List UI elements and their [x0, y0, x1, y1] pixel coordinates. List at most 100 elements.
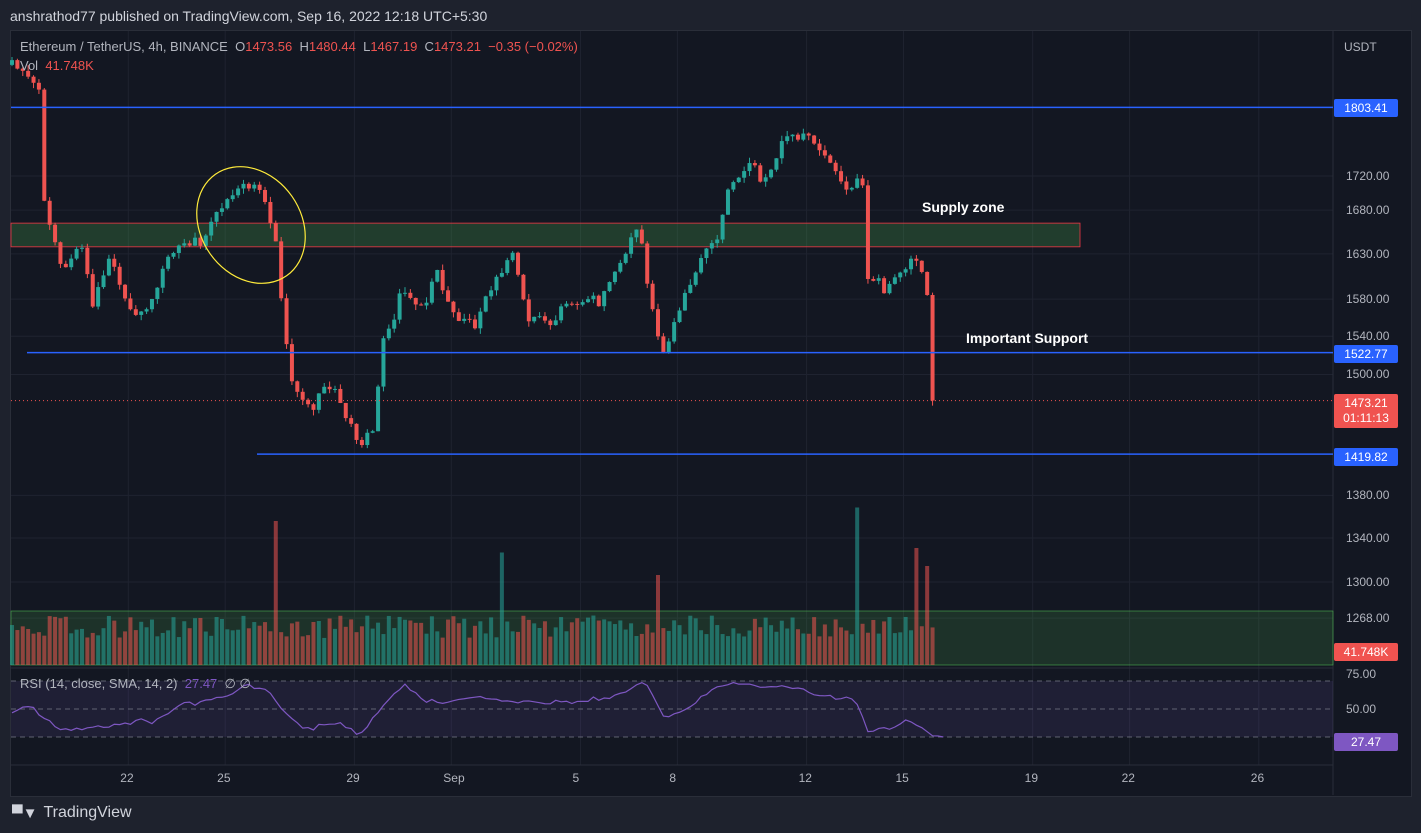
candle-body [429, 281, 434, 303]
rsi-value: 27.47 [184, 676, 218, 691]
candle-body [645, 243, 650, 284]
volume-bar [31, 633, 36, 665]
candle-body [887, 283, 892, 294]
volume-bar [112, 620, 117, 665]
price-tick: 1380.00 [1346, 488, 1390, 503]
volume-bar [230, 630, 235, 665]
volume-bar [742, 636, 747, 665]
volume-label[interactable]: Vol [20, 58, 39, 73]
candle-body [376, 386, 381, 432]
volume-bar [85, 637, 90, 665]
volume-bar [779, 620, 784, 665]
volume-bar [645, 624, 650, 665]
candle-body [15, 60, 20, 69]
candle-body [801, 133, 806, 140]
volume-bar [15, 630, 20, 665]
candle-body [542, 316, 547, 321]
candle-body [876, 278, 881, 281]
volume-bar [133, 630, 138, 665]
symbol-title[interactable]: Ethereum / TetherUS, 4h, BINANCE [20, 39, 228, 54]
open-label: O [235, 39, 246, 54]
candle-body [769, 169, 774, 178]
candle-body [758, 165, 763, 182]
volume-bar [758, 627, 763, 665]
candle-body [925, 271, 930, 295]
candle-body [311, 404, 316, 410]
candle-body [677, 310, 682, 323]
candle-body [333, 388, 337, 390]
candle-body [882, 278, 887, 294]
volume-bar [521, 615, 526, 665]
volume-bar [564, 631, 569, 665]
volume-bar [871, 619, 876, 665]
volume-bar [273, 521, 278, 665]
candle-body [682, 292, 687, 311]
candle-body [602, 291, 607, 307]
rsi-label[interactable]: RSI (14, close, SMA, 14, 2) [20, 676, 178, 691]
supply-zone [10, 222, 1081, 248]
open-value: 1473.56 [245, 39, 293, 54]
volume-bar [268, 631, 273, 665]
candle-body [591, 295, 596, 300]
volume-bar [198, 617, 203, 665]
volume-bar [892, 633, 897, 665]
volume-bar [176, 637, 181, 665]
volume-bar [478, 621, 483, 665]
chart-frame[interactable] [10, 30, 1412, 797]
candle-body [489, 290, 494, 297]
candle-body [198, 237, 203, 246]
volume-bar [397, 616, 402, 665]
candle-body [322, 386, 327, 394]
candle-body [300, 391, 305, 400]
volume-bar [887, 617, 892, 665]
tradingview-logo[interactable]: ▀▼ TradingView [12, 804, 132, 822]
candle-body [392, 319, 397, 329]
candle-body [26, 70, 31, 77]
volume-bar [586, 617, 591, 665]
candle-body [402, 292, 407, 294]
candle-body [36, 82, 41, 90]
volume-bar [688, 615, 693, 665]
candle-body [257, 184, 262, 190]
volume-bar [682, 634, 687, 665]
candle-body [709, 243, 714, 249]
candle-body [537, 316, 542, 318]
candle-body [435, 269, 440, 282]
candle-body [193, 237, 198, 246]
candle-body [370, 431, 375, 433]
candle-body [623, 253, 628, 263]
volume-bar [187, 628, 192, 665]
volume-bar [26, 628, 31, 665]
volume-bar [833, 619, 838, 665]
volume-legend: Vol 41.748K [20, 58, 94, 73]
volume-bar [774, 631, 779, 665]
candle-body [133, 309, 138, 315]
low-value: 1467.19 [370, 39, 418, 54]
volume-bar [666, 630, 671, 665]
volume-bar [402, 619, 407, 665]
volume-bar [354, 632, 359, 665]
candle-body [526, 299, 531, 322]
volume-bar [338, 615, 343, 665]
volume-bar [483, 633, 488, 665]
volume-bar [376, 622, 381, 665]
volume-bar [656, 575, 660, 665]
volume-bar [370, 628, 375, 665]
candle-body [53, 224, 58, 243]
candle-body [763, 177, 768, 182]
candle-body [639, 229, 644, 244]
volume-bar [139, 621, 144, 665]
candle-body [521, 274, 526, 300]
price-tick: 1300.00 [1346, 574, 1390, 589]
volume-bar [505, 621, 510, 665]
candle-body [225, 199, 230, 209]
price-tick: 1500.00 [1346, 367, 1390, 382]
volume-bar [63, 616, 68, 665]
volume-bar [699, 630, 704, 665]
time-tick: 5 [572, 771, 580, 785]
candle-body [790, 134, 795, 137]
candle-body [187, 243, 192, 246]
level-label-resistance: 1803.41 [1334, 99, 1398, 117]
high-label: H [299, 39, 309, 54]
